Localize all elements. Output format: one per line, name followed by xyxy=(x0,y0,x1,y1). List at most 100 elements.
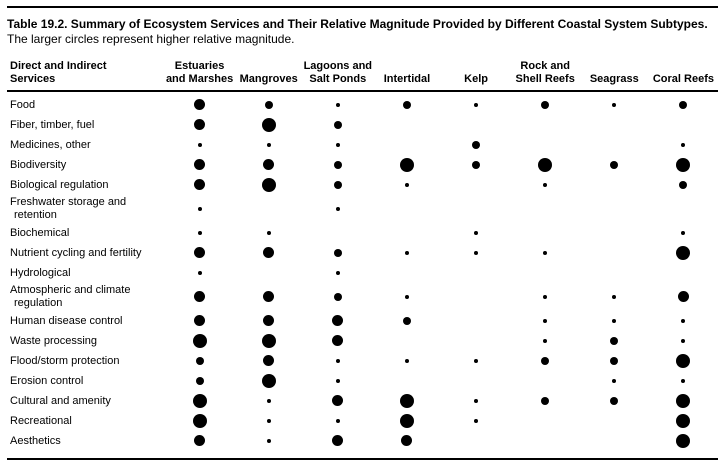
magnitude-cell xyxy=(442,91,511,115)
magnitude-dot xyxy=(194,119,206,131)
magnitude-cell xyxy=(511,391,580,411)
magnitude-cell xyxy=(234,135,303,155)
magnitude-dot xyxy=(333,292,342,301)
magnitude-cell xyxy=(303,263,372,283)
magnitude-dot xyxy=(194,99,206,111)
magnitude-cell xyxy=(165,175,234,195)
column-header-lagoons-and-salt-ponds: Lagoons and Salt Ponds xyxy=(303,60,373,92)
magnitude-cell xyxy=(580,223,649,243)
table-row-freshwater-storage-and-retention: Freshwater storage and retention xyxy=(7,195,718,223)
magnitude-cell xyxy=(442,243,511,263)
magnitude-dot xyxy=(333,180,342,189)
magnitude-dot xyxy=(541,356,550,365)
magnitude-dot xyxy=(197,270,202,275)
table-header-row: Direct and Indirect Services Estuaries an… xyxy=(7,60,718,92)
magnitude-cell xyxy=(649,283,718,311)
magnitude-dot xyxy=(543,182,548,187)
magnitude-cell xyxy=(649,311,718,331)
magnitude-dot xyxy=(676,353,691,368)
magnitude-cell xyxy=(511,135,580,155)
table-row-hydrological: Hydrological xyxy=(7,263,718,283)
magnitude-cell xyxy=(303,223,372,243)
magnitude-dot xyxy=(676,433,691,448)
magnitude-dot xyxy=(335,358,340,363)
row-label: Cultural and amenity xyxy=(10,394,111,407)
table-row-atmospheric-and-climate-regulation: Atmospheric and climate regulation xyxy=(7,283,718,311)
row-label: Atmospheric and climate regulation xyxy=(10,284,131,309)
magnitude-cell xyxy=(442,391,511,411)
magnitude-cell xyxy=(442,175,511,195)
magnitude-cell xyxy=(372,155,441,175)
magnitude-dot xyxy=(612,318,617,323)
table-row-flood-storm-protection: Flood/storm protection xyxy=(7,351,718,371)
magnitude-cell xyxy=(303,135,372,155)
magnitude-cell xyxy=(442,283,511,311)
magnitude-cell xyxy=(511,223,580,243)
magnitude-dot xyxy=(612,294,617,299)
magnitude-cell xyxy=(511,283,580,311)
magnitude-dot xyxy=(332,315,344,327)
magnitude-cell xyxy=(303,411,372,431)
row-label: Medicines, other xyxy=(10,138,91,151)
magnitude-cell xyxy=(580,155,649,175)
magnitude-cell xyxy=(580,91,649,115)
magnitude-dot xyxy=(333,248,342,257)
magnitude-dot xyxy=(404,358,409,363)
magnitude-cell xyxy=(580,175,649,195)
magnitude-dot xyxy=(474,250,479,255)
magnitude-cell xyxy=(234,283,303,311)
magnitude-dot xyxy=(543,338,548,343)
magnitude-cell xyxy=(442,311,511,331)
magnitude-dot xyxy=(474,398,479,403)
magnitude-cell xyxy=(234,263,303,283)
magnitude-cell xyxy=(372,243,441,263)
magnitude-dot xyxy=(543,318,548,323)
magnitude-dot xyxy=(332,435,344,447)
table-row-medicines-other: Medicines, other xyxy=(7,135,718,155)
magnitude-cell xyxy=(511,371,580,391)
magnitude-dot xyxy=(612,102,617,107)
magnitude-dot xyxy=(610,160,619,169)
magnitude-cell xyxy=(234,431,303,451)
magnitude-dot xyxy=(541,396,550,405)
magnitude-dot xyxy=(404,250,409,255)
table-row-cultural-and-amenity: Cultural and amenity xyxy=(7,391,718,411)
magnitude-cell xyxy=(303,175,372,195)
magnitude-cell xyxy=(165,411,234,431)
magnitude-dot xyxy=(261,373,276,388)
magnitude-cell xyxy=(234,351,303,371)
caption-title: Table 19.2. Summary of Ecosystem Service… xyxy=(7,17,708,31)
row-label: Nutrient cycling and fertility xyxy=(10,246,142,259)
magnitude-dot xyxy=(399,413,414,428)
magnitude-cell xyxy=(303,371,372,391)
row-label: Biological regulation xyxy=(10,178,109,191)
magnitude-cell xyxy=(372,223,441,243)
magnitude-cell xyxy=(234,311,303,331)
magnitude-cell xyxy=(303,115,372,135)
magnitude-cell xyxy=(649,411,718,431)
magnitude-dot xyxy=(676,413,691,428)
table-row-recreational: Recreational xyxy=(7,411,718,431)
magnitude-dot xyxy=(474,418,479,423)
magnitude-cell xyxy=(234,331,303,351)
magnitude-dot xyxy=(402,316,411,325)
magnitude-dot xyxy=(332,395,344,407)
magnitude-cell xyxy=(580,331,649,351)
magnitude-cell xyxy=(303,155,372,175)
magnitude-dot xyxy=(264,100,273,109)
magnitude-cell xyxy=(580,351,649,371)
magnitude-cell xyxy=(234,223,303,243)
magnitude-dot xyxy=(335,142,340,147)
ecosystem-services-table: Direct and Indirect Services Estuaries an… xyxy=(7,60,718,451)
magnitude-dot xyxy=(474,230,479,235)
magnitude-dot xyxy=(195,376,204,385)
magnitude-dot xyxy=(681,318,686,323)
magnitude-dot xyxy=(335,206,340,211)
magnitude-dot xyxy=(266,438,271,443)
magnitude-cell xyxy=(165,331,234,351)
magnitude-cell xyxy=(372,311,441,331)
magnitude-cell xyxy=(442,223,511,243)
magnitude-dot xyxy=(676,393,691,408)
magnitude-dot xyxy=(261,333,276,348)
row-label: Recreational xyxy=(10,414,72,427)
